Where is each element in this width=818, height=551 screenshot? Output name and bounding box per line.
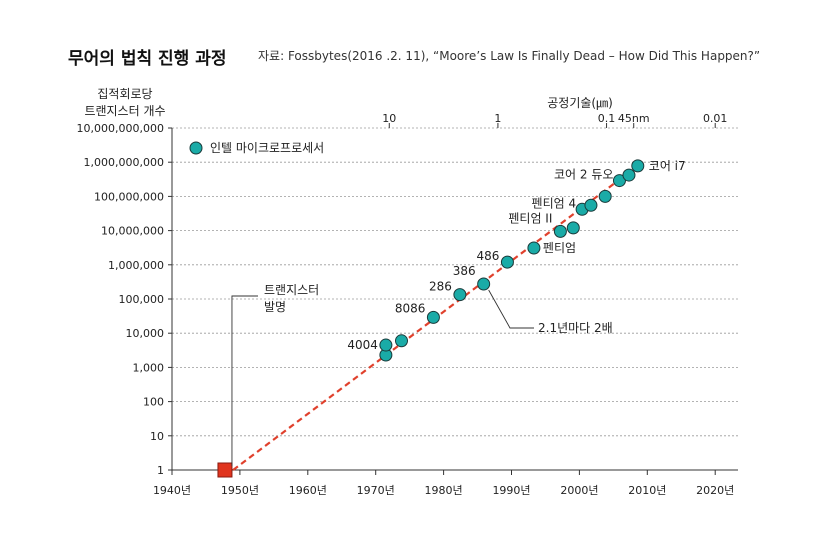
top-axis-tick-label: 10 bbox=[382, 112, 396, 125]
y-axis-label-line-2: 트랜지스터 개수 bbox=[84, 104, 166, 118]
top-axis-label: 공정기술(㎛) bbox=[547, 96, 613, 110]
x-tick-label: 1940년 bbox=[153, 484, 191, 497]
point-label: 펜티엄 4 bbox=[532, 196, 577, 210]
data-point bbox=[453, 288, 467, 302]
point-label: 8086 bbox=[395, 301, 426, 315]
invention-label-line-1: 트랜지스터 bbox=[264, 283, 319, 297]
top-axis-tick-label: 0.01 bbox=[703, 112, 728, 125]
point-label: 펜티엄 II bbox=[508, 211, 552, 225]
invention-label-line-2: 발명 bbox=[264, 300, 286, 314]
data-point bbox=[500, 255, 514, 269]
top-axis-tick-label: 1 bbox=[494, 112, 501, 125]
data-points bbox=[217, 159, 645, 478]
data-point bbox=[631, 159, 645, 173]
point-label: 코어 i7 bbox=[649, 159, 686, 173]
gridlines bbox=[172, 127, 738, 437]
axes: 1 10 100 1,000 10,000 100,000 1,000,000 10,000,… bbox=[77, 96, 738, 497]
data-point bbox=[612, 174, 626, 188]
y-tick-label: 100,000,000 bbox=[94, 190, 164, 203]
x-tick-label: 2010년 bbox=[628, 484, 666, 497]
transistor-invention-marker bbox=[217, 462, 233, 478]
data-point bbox=[426, 310, 440, 324]
point-label: 386 bbox=[453, 264, 476, 278]
top-axis-tick-label: 45nm bbox=[618, 112, 650, 125]
y-tick-label: 10 bbox=[150, 430, 164, 443]
point-label: 286 bbox=[429, 280, 452, 294]
y-tick-label: 10,000,000,000 bbox=[77, 122, 164, 135]
x-tick-label: 2020년 bbox=[696, 484, 734, 497]
legend-marker bbox=[189, 141, 203, 155]
y-tick-label: 1,000,000 bbox=[108, 259, 164, 272]
legend-label: 인텔 마이크로프로세서 bbox=[210, 141, 324, 155]
x-tick-label: 1970년 bbox=[357, 484, 395, 497]
invention-leader-line bbox=[231, 295, 258, 466]
data-point bbox=[477, 277, 491, 291]
legend: 인텔 마이크로프로세서 bbox=[189, 141, 324, 155]
y-tick-label: 1,000 bbox=[133, 361, 165, 374]
point-label: 펜티엄 bbox=[543, 241, 576, 255]
data-point bbox=[527, 241, 541, 255]
y-axis-label: 집적회로당 트랜지스터 개수 bbox=[70, 86, 180, 120]
y-tick-label: 1,000,000,000 bbox=[84, 156, 164, 169]
y-axis-label-line-1: 집적회로당 bbox=[97, 87, 153, 101]
x-tick-label: 2000년 bbox=[560, 484, 598, 497]
y-tick-label: 100 bbox=[143, 396, 164, 409]
point-label: 4004 bbox=[347, 338, 378, 352]
trend-annotation-label: 2.1년마다 2배 bbox=[538, 321, 613, 335]
x-tick-label: 1980년 bbox=[425, 484, 463, 497]
y-tick-label: 100,000 bbox=[119, 293, 165, 306]
x-tick-label: 1950년 bbox=[221, 484, 259, 497]
data-point bbox=[584, 198, 598, 212]
point-label: 486 bbox=[477, 249, 500, 263]
y-tick-label: 10,000,000 bbox=[101, 225, 164, 238]
data-point bbox=[622, 168, 636, 182]
data-point bbox=[395, 334, 409, 348]
data-point bbox=[553, 224, 567, 238]
chart-source: 자료: Fossbytes(2016 .2. 11), “Moore’s Law… bbox=[258, 49, 761, 63]
point-label: 코어 2 듀오 bbox=[554, 168, 613, 182]
trend-annotation-leader bbox=[488, 289, 534, 329]
data-point bbox=[566, 221, 580, 235]
y-tick-label: 10,000 bbox=[126, 327, 165, 340]
x-tick-label: 1990년 bbox=[492, 484, 530, 497]
top-axis-tick-label: 0.1 bbox=[598, 112, 616, 125]
data-point bbox=[598, 189, 612, 203]
data-point bbox=[379, 338, 393, 352]
y-tick-label: 1 bbox=[157, 464, 164, 477]
x-tick-label: 1960년 bbox=[289, 484, 327, 497]
chart-title: 무어의 법칙 진행 과정 bbox=[68, 49, 227, 69]
